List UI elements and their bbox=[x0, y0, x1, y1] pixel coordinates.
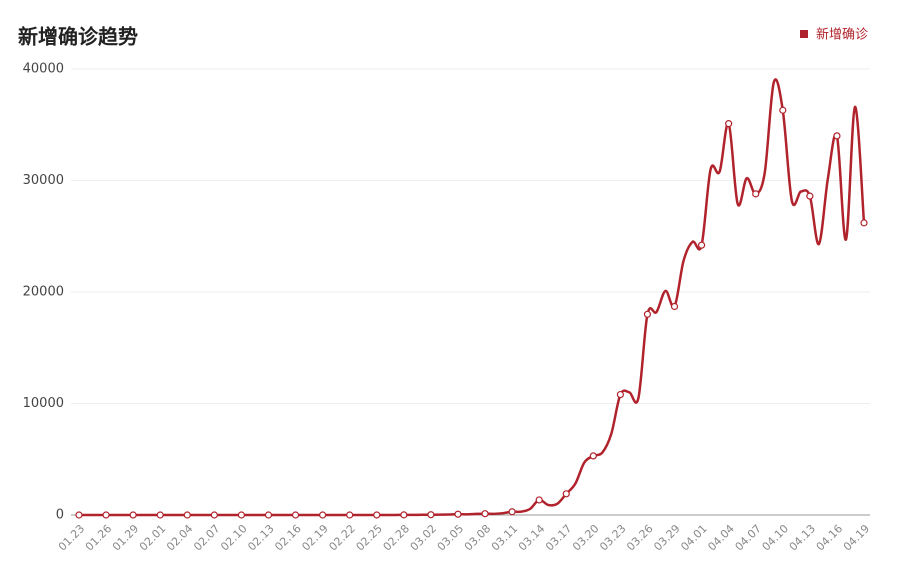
x-tick-label: 04.01 bbox=[678, 522, 709, 553]
x-tick-label: 03.02 bbox=[408, 522, 439, 553]
point-marker bbox=[373, 511, 381, 519]
x-tick-label: 04.07 bbox=[733, 522, 764, 553]
x-tick-label: 03.17 bbox=[543, 522, 574, 553]
point-marker bbox=[237, 511, 246, 519]
x-tick-label: 03.26 bbox=[624, 522, 655, 553]
point-marker bbox=[156, 511, 164, 519]
point-marker bbox=[481, 510, 489, 518]
point-marker bbox=[75, 511, 83, 519]
x-tick-label: 04.04 bbox=[705, 522, 736, 553]
x-tick-label: 03.23 bbox=[597, 522, 628, 553]
x-tick-label: 02.22 bbox=[326, 522, 357, 553]
point-marker bbox=[616, 390, 624, 399]
x-tick-label: 03.08 bbox=[462, 522, 493, 553]
legend-label: 新增确诊 bbox=[816, 27, 868, 43]
x-tick-label: 01.29 bbox=[110, 522, 141, 553]
x-tick-label: 04.16 bbox=[814, 522, 845, 553]
y-tick-label: 30000 bbox=[23, 173, 64, 188]
point-marker bbox=[210, 511, 218, 519]
series-line bbox=[79, 78, 866, 517]
point-marker bbox=[589, 452, 597, 460]
x-tick-label: 02.07 bbox=[191, 522, 222, 553]
point-marker bbox=[400, 511, 408, 519]
point-marker bbox=[725, 120, 733, 128]
point-marker bbox=[860, 219, 868, 227]
point-marker bbox=[806, 192, 814, 200]
x-tick-label: 03.20 bbox=[570, 522, 601, 553]
point-marker bbox=[264, 511, 273, 519]
y-tick-label: 0 bbox=[56, 508, 64, 523]
x-tick-label: 02.13 bbox=[245, 522, 276, 553]
x-tick-label: 04.13 bbox=[787, 522, 818, 553]
x-tick-label: 02.01 bbox=[137, 522, 168, 553]
x-tick-label: 02.19 bbox=[299, 522, 330, 553]
x-tick-label: 02.16 bbox=[272, 522, 303, 553]
point-marker bbox=[319, 511, 327, 519]
x-tick-label: 04.10 bbox=[760, 522, 791, 553]
x-tick-label: 01.26 bbox=[83, 522, 114, 553]
chart-title: 新增确诊趋势 bbox=[18, 25, 138, 49]
point-marker bbox=[643, 310, 652, 318]
x-tick-label: 03.29 bbox=[651, 522, 682, 553]
point-marker bbox=[102, 511, 110, 519]
point-marker bbox=[670, 302, 679, 311]
y-tick-label: 40000 bbox=[23, 62, 64, 77]
y-tick-label: 20000 bbox=[23, 285, 64, 300]
point-marker bbox=[346, 511, 354, 519]
point-marker bbox=[508, 508, 516, 516]
point-marker bbox=[697, 241, 706, 249]
point-marker bbox=[535, 496, 543, 504]
x-tick-label: 02.10 bbox=[218, 522, 249, 553]
point-marker bbox=[752, 190, 760, 198]
x-tick-label: 03.14 bbox=[516, 522, 547, 553]
point-marker bbox=[183, 511, 191, 519]
point-marker bbox=[833, 132, 841, 140]
point-marker bbox=[454, 510, 462, 518]
point-marker bbox=[427, 511, 435, 519]
point-marker bbox=[562, 490, 570, 498]
x-tick-label: 02.25 bbox=[354, 522, 385, 553]
x-tick-label: 03.11 bbox=[489, 522, 520, 553]
point-marker bbox=[291, 511, 300, 519]
point-marker bbox=[779, 106, 787, 114]
x-tick-label: 01.23 bbox=[56, 522, 87, 553]
x-tick-label: 04.19 bbox=[841, 522, 872, 553]
legend-swatch bbox=[800, 30, 808, 38]
x-tick-label: 02.04 bbox=[164, 522, 195, 553]
x-tick-label: 02.28 bbox=[381, 522, 412, 553]
y-tick-label: 10000 bbox=[23, 396, 64, 411]
point-marker bbox=[129, 511, 137, 519]
x-tick-label: 03.05 bbox=[435, 522, 466, 553]
